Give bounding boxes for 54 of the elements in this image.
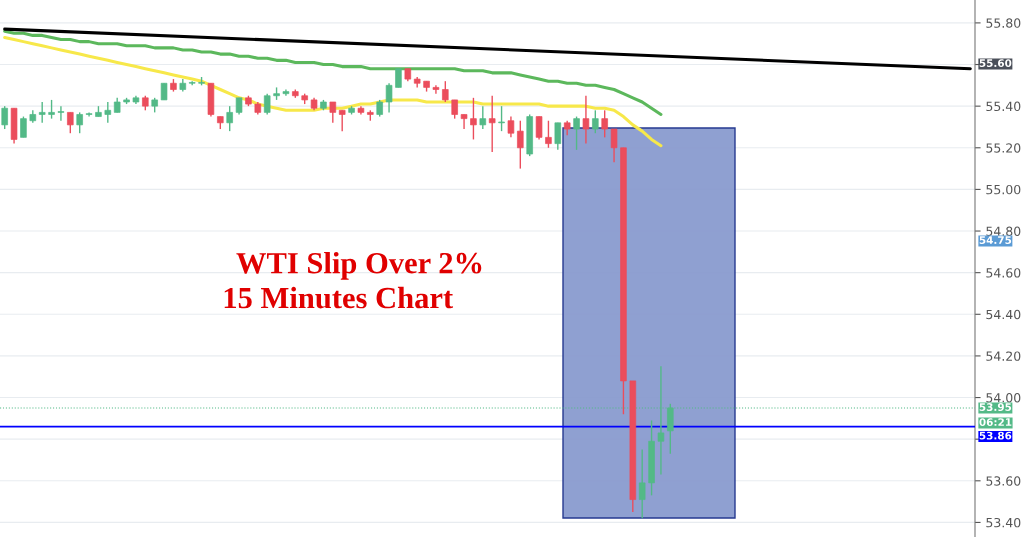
- candlestick: [479, 105, 487, 130]
- ref-line-label: 53.86: [979, 431, 1012, 440]
- text: 06:21: [979, 418, 1012, 427]
- text: WTI Slip Over 2%: [236, 251, 482, 280]
- candlestick: [57, 105, 65, 122]
- text: 55.60: [979, 59, 1012, 68]
- text: 54.75: [979, 236, 1012, 245]
- candlestick: [460, 113, 468, 130]
- candlestick: [329, 101, 337, 124]
- candlestick: [338, 109, 346, 132]
- candlestick: [76, 111, 83, 134]
- y-tick-label: 53.40: [986, 517, 1021, 528]
- candlestick: [104, 101, 112, 124]
- candlestick: [573, 115, 580, 151]
- candlestick: [1, 105, 8, 130]
- candlestick: [226, 105, 233, 132]
- candlestick: [38, 101, 46, 124]
- candlestick: [498, 105, 505, 132]
- candlestick: [582, 95, 590, 145]
- candlestick: [545, 120, 552, 149]
- y-tick-label: 55.80: [986, 18, 1021, 28]
- candlestick: [535, 115, 543, 141]
- y-tick-label: 55.00: [986, 184, 1021, 195]
- y-tick-label: 55.40: [986, 101, 1021, 112]
- y-tick-label: 54.00: [986, 393, 1021, 403]
- candlestick: [20, 115, 27, 139]
- candlestick: [263, 92, 271, 116]
- candlestick: [442, 80, 449, 103]
- ref-line-label: 53.95: [979, 403, 1012, 411]
- candlestick: [85, 111, 93, 118]
- candlestick: [638, 448, 646, 519]
- line-series: [3, 35, 663, 148]
- line-series: [3, 29, 663, 117]
- candlestick: [470, 97, 477, 141]
- candlestick: [601, 109, 608, 139]
- y-tick-label: 53.60: [986, 476, 1021, 486]
- candlestick: [432, 84, 440, 95]
- candlestick: [48, 99, 55, 120]
- candlestick: [554, 122, 562, 151]
- y-tick-label: 54.80: [986, 226, 1021, 236]
- y-tick-label: 54.60: [986, 268, 1021, 278]
- candlestick: [592, 109, 599, 134]
- candlestick: [395, 67, 402, 89]
- text: 15 Minutes Chart: [224, 286, 454, 309]
- candlestick: [517, 120, 524, 170]
- y-tick-label: 55.20: [986, 143, 1021, 153]
- candlestick: [507, 115, 515, 139]
- candlestick: [385, 82, 393, 114]
- candlestick: [67, 111, 74, 134]
- y-tick-label: 54.20: [986, 351, 1021, 361]
- candlestick: [451, 99, 458, 120]
- candlestick: [610, 128, 618, 164]
- candlestick: [488, 95, 496, 153]
- y-tick-label: 54.40: [986, 309, 1021, 320]
